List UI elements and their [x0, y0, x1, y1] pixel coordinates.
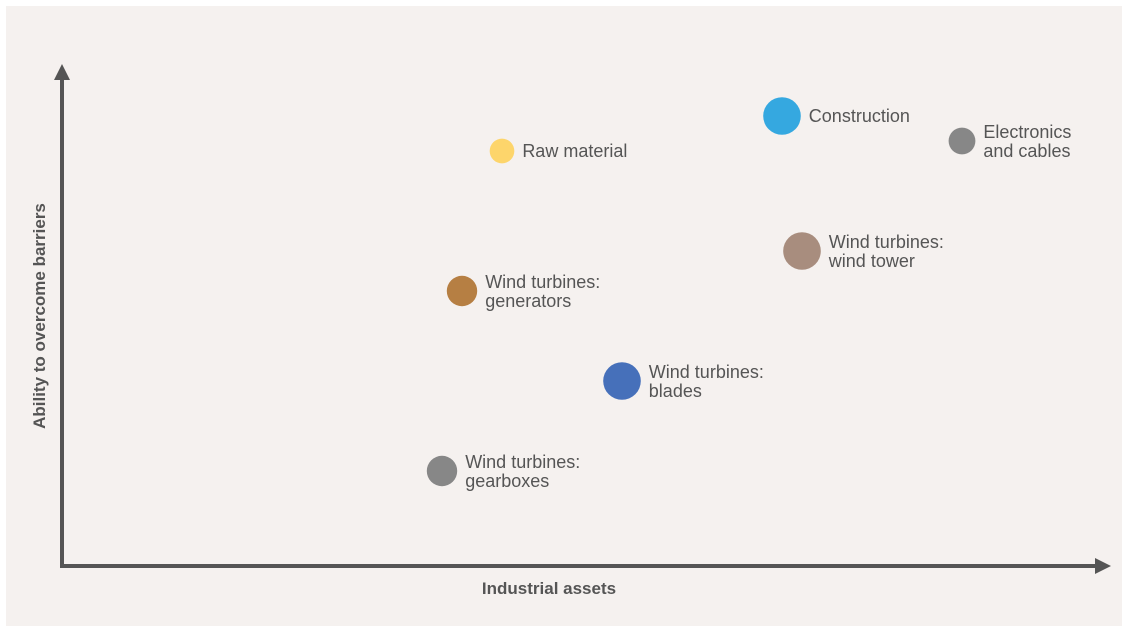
y-axis-label: Ability to overcome barriers: [30, 203, 49, 429]
data-point: [446, 275, 478, 307]
data-point: [948, 127, 976, 155]
point-label: Raw material: [522, 141, 627, 161]
point-label-line: blades: [649, 381, 702, 401]
point-label-line: wind tower: [828, 251, 915, 271]
point-label: Construction: [809, 106, 910, 126]
point-label-line: Construction: [809, 106, 910, 126]
chart-panel: Industrial assets Ability to overcome ba…: [6, 6, 1122, 626]
data-point: [489, 138, 515, 164]
point-label-line: Wind turbines:: [649, 362, 764, 382]
point-label-line: gearboxes: [465, 471, 549, 491]
y-axis-arrow-icon: [54, 64, 70, 80]
point-label: Electronics and cables: [983, 122, 1071, 161]
point-label-line: Raw material: [522, 141, 627, 161]
scatter-chart: Industrial assets Ability to overcome ba…: [30, 64, 1111, 598]
point-label: Wind turbines: blades: [649, 362, 764, 401]
data-point: [783, 232, 821, 270]
point-label: Wind turbines: generators: [485, 272, 600, 311]
point-label: Wind turbines: gearboxes: [465, 452, 580, 491]
point-label-line: and cables: [983, 141, 1070, 161]
data-point: [603, 362, 641, 400]
point-label-line: Wind turbines:: [485, 272, 600, 292]
point-label-line: Wind turbines:: [465, 452, 580, 472]
point-label-line: generators: [485, 291, 571, 311]
point-label-line: Electronics: [983, 122, 1071, 142]
data-points: Construction Electronics and cables Raw mat…: [426, 97, 1071, 491]
x-axis-label: Industrial assets: [482, 579, 616, 598]
x-axis-arrow-icon: [1095, 558, 1111, 574]
data-point: [426, 455, 458, 487]
point-label: Wind turbines: wind tower: [828, 232, 944, 271]
data-point: [763, 97, 801, 135]
axes: Industrial assets Ability to overcome ba…: [30, 64, 1111, 598]
point-label-line: Wind turbines:: [829, 232, 944, 252]
